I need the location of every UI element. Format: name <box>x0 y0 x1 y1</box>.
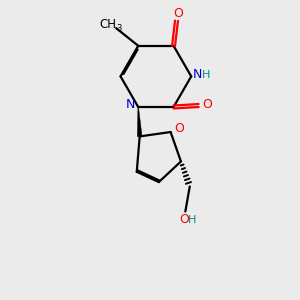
Text: N: N <box>126 98 136 111</box>
Text: O: O <box>173 7 183 20</box>
Text: O: O <box>179 213 189 226</box>
Text: CH: CH <box>99 18 116 31</box>
Text: O: O <box>175 122 184 135</box>
Text: H: H <box>202 70 211 80</box>
Text: H: H <box>188 215 196 225</box>
Text: O: O <box>202 98 212 110</box>
Text: N: N <box>192 68 202 81</box>
Polygon shape <box>137 107 142 136</box>
Text: 3: 3 <box>116 24 121 33</box>
